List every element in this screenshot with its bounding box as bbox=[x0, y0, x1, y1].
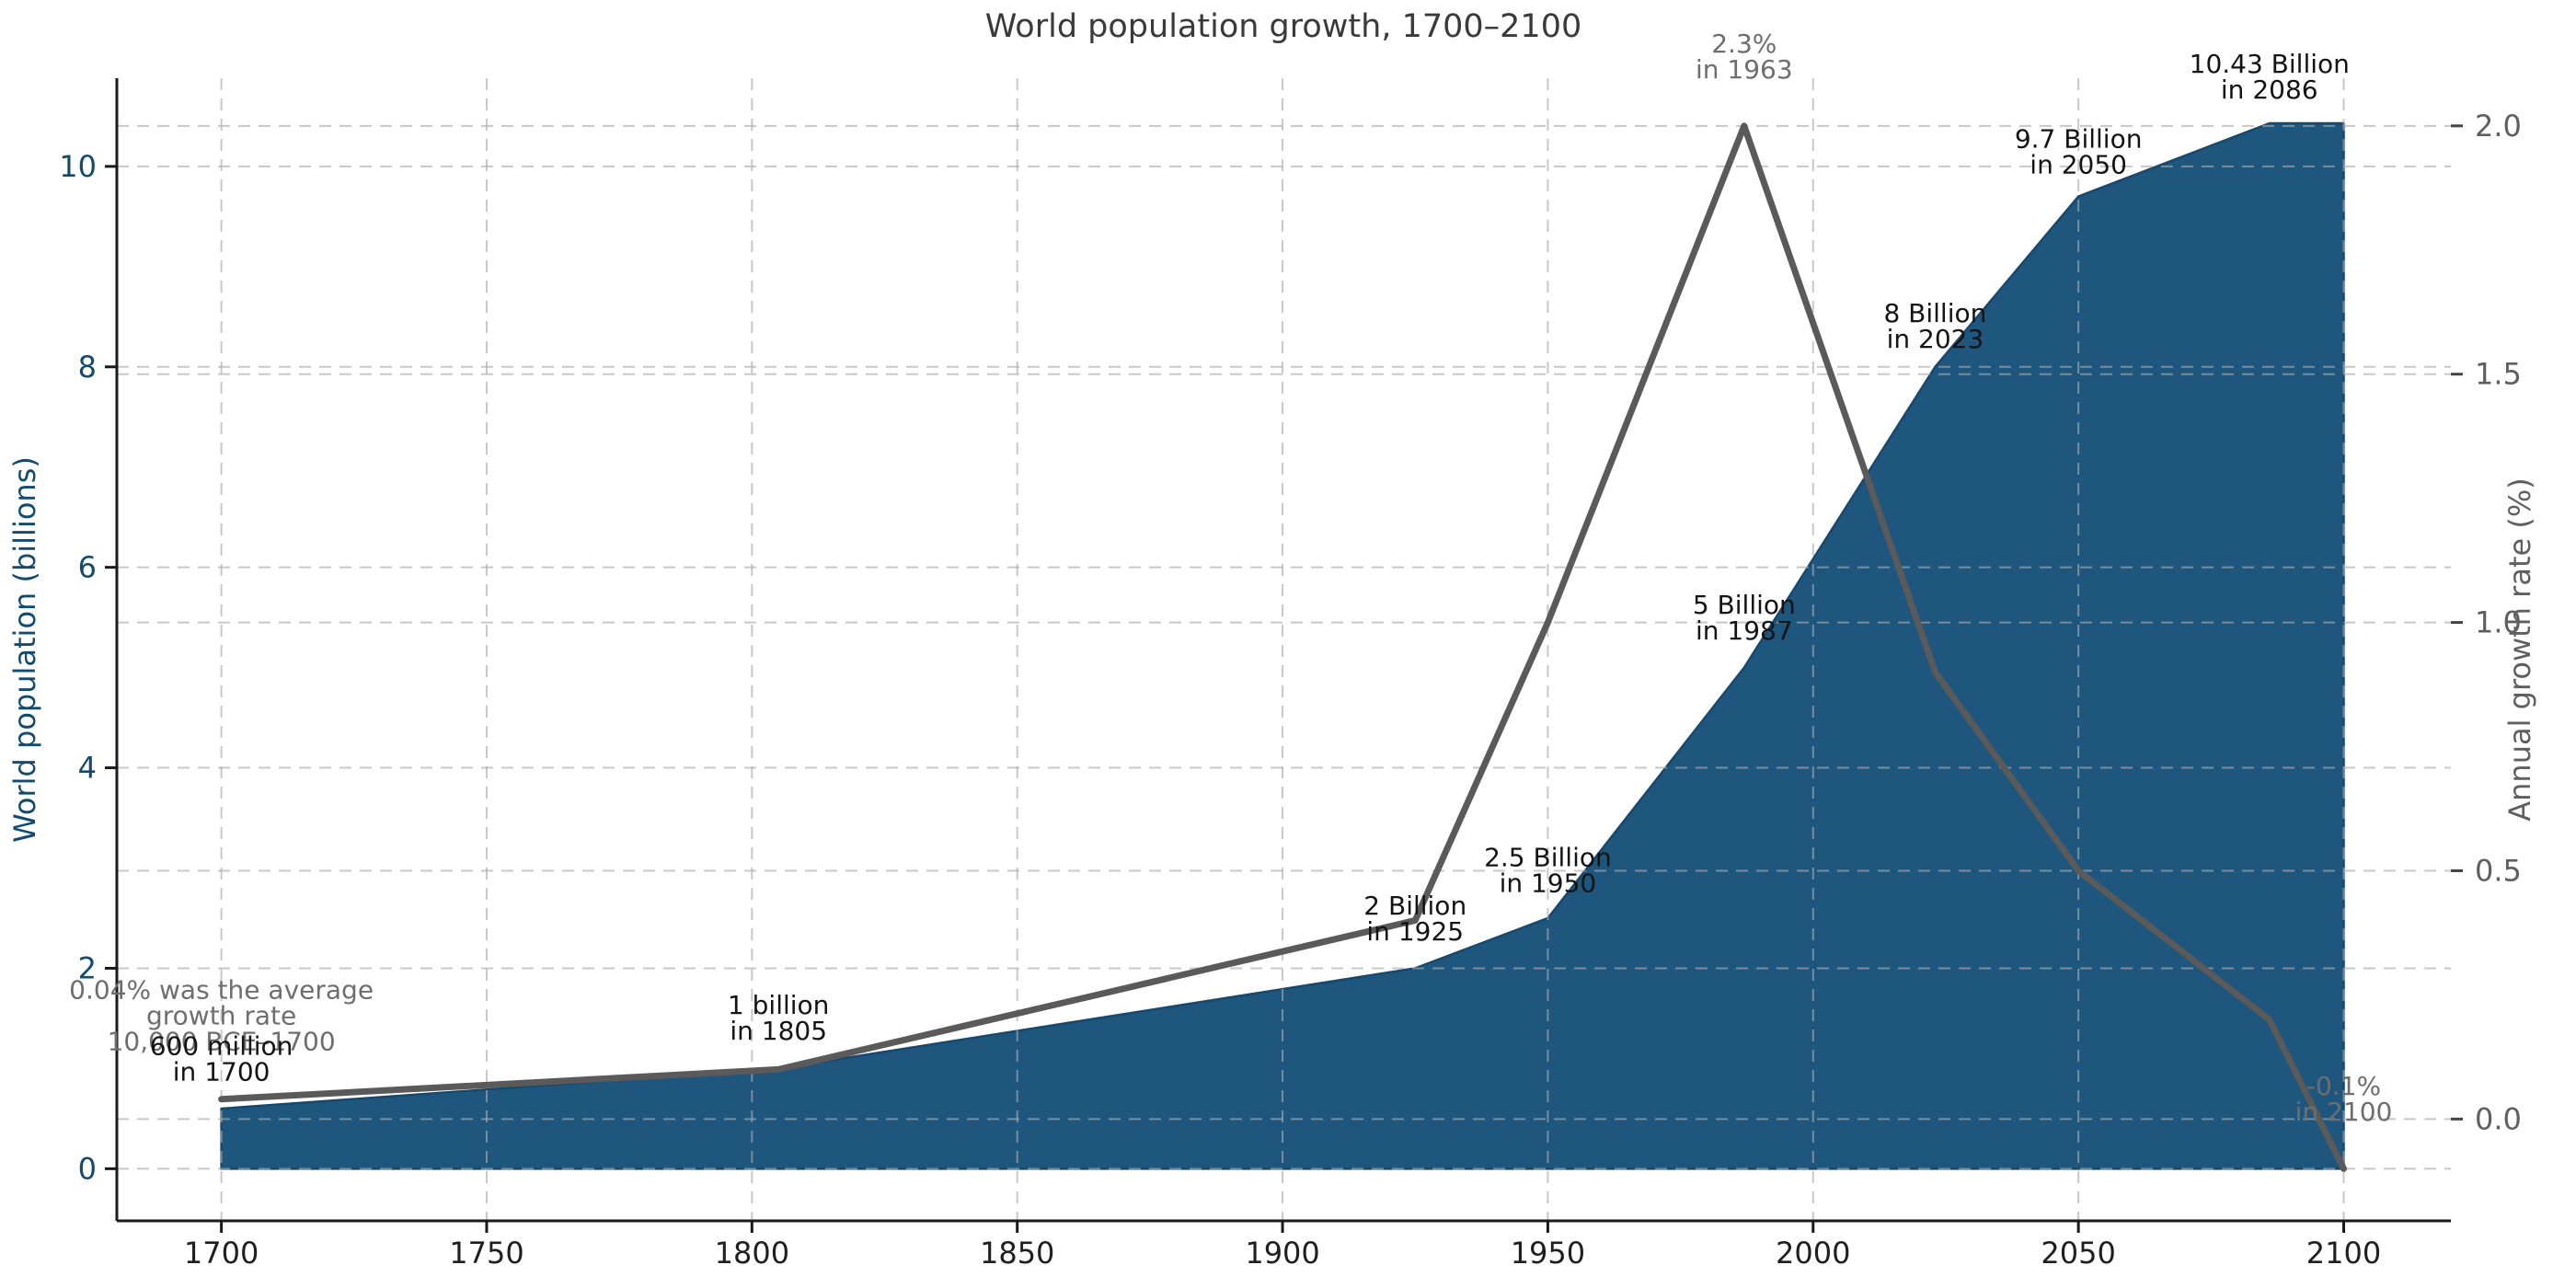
annotation-layer: 0.04% was the average growth rate 10,000 B… bbox=[69, 29, 2392, 1127]
annotation-line: in 1700 bbox=[173, 1057, 270, 1087]
right-tick-label: 0.5 bbox=[2475, 853, 2522, 888]
annotation-pop-1987: 5 Billion in 1987 bbox=[1693, 590, 1796, 646]
annotation-line: in 2050 bbox=[2030, 150, 2127, 180]
annotation-pop-1805: 1 billion in 1805 bbox=[728, 990, 829, 1046]
x-tick-label: 1950 bbox=[1511, 1236, 1585, 1271]
x-tick-label: 1850 bbox=[980, 1236, 1054, 1271]
annotation-pop-2086: 10.43 Billion in 2086 bbox=[2190, 49, 2350, 105]
annotation-line: 10,000 BCE–1700 bbox=[108, 1027, 336, 1057]
x-tick-label: 2050 bbox=[2041, 1236, 2115, 1271]
right-tick-label: 1.5 bbox=[2475, 357, 2522, 392]
growth-rate-line bbox=[218, 122, 2348, 1172]
left-tick-label: 10 bbox=[59, 149, 97, 184]
annotation-line: growth rate bbox=[146, 1001, 296, 1031]
annotation-line: 8 Billion bbox=[1883, 298, 1986, 328]
right-tick-label: 2.0 bbox=[2475, 109, 2522, 144]
left-tick-label: 2 bbox=[78, 950, 97, 985]
annotation-pop-2023: 8 Billion in 2023 bbox=[1883, 298, 1986, 354]
x-tick-label: 1900 bbox=[1245, 1236, 1319, 1271]
x-tick-label: 1700 bbox=[184, 1236, 259, 1271]
axes-layer bbox=[105, 78, 2463, 1233]
left-tick-label: 8 bbox=[78, 350, 97, 385]
annotation-line: in 1805 bbox=[730, 1016, 827, 1046]
annotation-line: in 2100 bbox=[2295, 1097, 2393, 1127]
x-tick-label: 1800 bbox=[715, 1236, 789, 1271]
x-tick-label: 2100 bbox=[2306, 1236, 2381, 1271]
left-axis-label: World population (billions) bbox=[7, 456, 42, 843]
annotation-line: 2.5 Billion bbox=[1484, 843, 1612, 873]
annotation-line: 600 million bbox=[150, 1031, 293, 1062]
left-tick-label: 4 bbox=[78, 751, 97, 786]
annotation-line: in 1987 bbox=[1696, 615, 1793, 646]
tick-label-layer: 0 2 4 6 8 10 1700 1750 1800 1850 1900 1950 2000 2050 2… bbox=[59, 109, 2522, 1271]
annotation-growth-2100: -0.1% in 2100 bbox=[2295, 1071, 2393, 1127]
right-axis-label: Annual growth rate (%) bbox=[2502, 477, 2537, 821]
annotation-line: 5 Billion bbox=[1693, 590, 1796, 620]
annotation-peak-growth: 2.3% in 1963 bbox=[1696, 29, 1793, 85]
annotation-line: 0.04% was the average bbox=[69, 975, 374, 1006]
annotation-pop-1925: 2 Billion in 1925 bbox=[1363, 891, 1466, 947]
annotation-line: -0.1% bbox=[2306, 1071, 2381, 1101]
growth-rate-line-layer bbox=[218, 122, 2348, 1172]
annotation-line: 2.3% bbox=[1711, 29, 1777, 59]
annotation-line: in 1925 bbox=[1366, 916, 1464, 947]
annotation-avg-growth-pre-1700: 0.04% was the average growth rate 10,000 B… bbox=[69, 975, 374, 1057]
annotation-line: in 1950 bbox=[1500, 868, 1597, 899]
left-tick-label: 6 bbox=[78, 550, 97, 585]
x-tick-label: 1750 bbox=[449, 1236, 523, 1271]
annotation-line: in 1963 bbox=[1696, 54, 1793, 85]
annotation-line: 1 billion bbox=[728, 990, 829, 1020]
annotation-line: in 2086 bbox=[2221, 75, 2318, 105]
chart-title: World population growth, 1700–2100 bbox=[985, 8, 1581, 45]
annotation-line: in 2023 bbox=[1887, 324, 1984, 354]
annotation-line: 9.7 Billion bbox=[2015, 124, 2143, 155]
right-tick-label: 1.0 bbox=[2475, 605, 2522, 640]
x-tick-label: 2000 bbox=[1776, 1236, 1850, 1271]
annotation-pop-1950: 2.5 Billion in 1950 bbox=[1484, 843, 1612, 899]
annotation-pop-1700: 600 million in 1700 bbox=[150, 1031, 293, 1087]
right-tick-label: 0.0 bbox=[2475, 1101, 2522, 1136]
annotation-line: 10.43 Billion bbox=[2190, 49, 2350, 79]
left-tick-label: 0 bbox=[78, 1151, 97, 1186]
gridline-layer bbox=[117, 78, 2451, 1221]
annotation-pop-2050: 9.7 Billion in 2050 bbox=[2015, 124, 2143, 180]
annotation-line: 2 Billion bbox=[1363, 891, 1466, 921]
